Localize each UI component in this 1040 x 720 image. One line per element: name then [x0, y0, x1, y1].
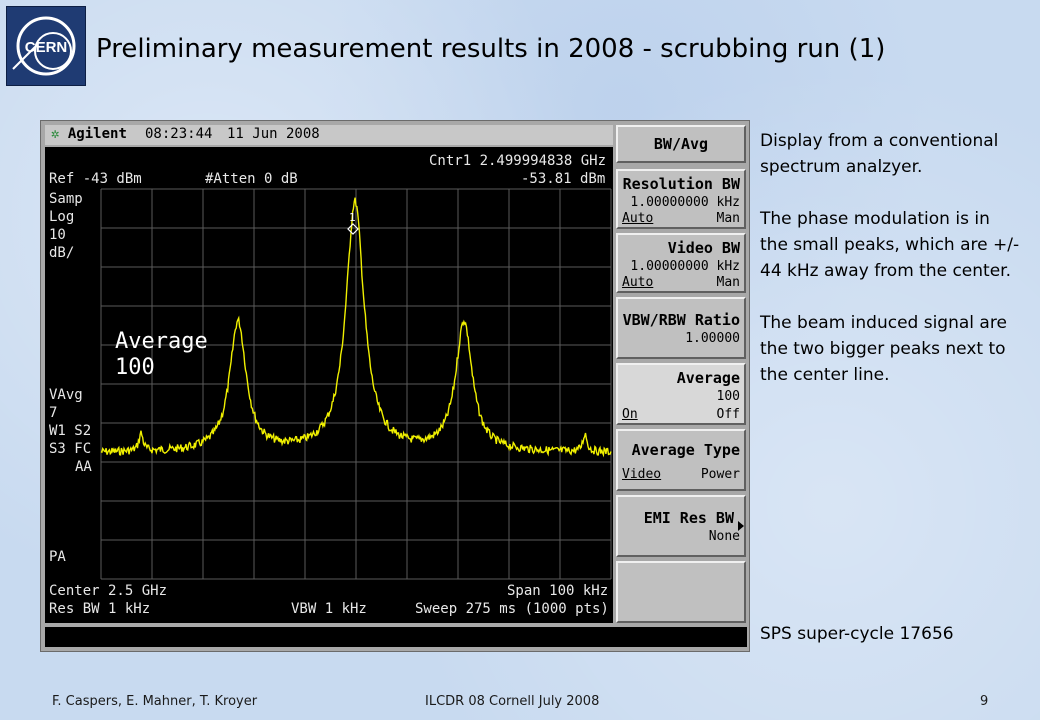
softkey-option-auto: Auto [622, 211, 654, 226]
softkey-average-type[interactable]: Average Type Video Power [616, 429, 746, 491]
softkey-value: 1.00000000 kHz [630, 195, 740, 210]
resolution-bandwidth: Res BW 1 kHz [49, 601, 151, 617]
side-notes: Display from a conventional spectrum ana… [760, 128, 1020, 414]
softkey-option-man: Man [716, 275, 740, 290]
frequency-span: Span 100 kHz [507, 583, 609, 599]
softkey-label: EMI Res BW [643, 509, 734, 527]
vavg-label: VAvg [49, 387, 83, 403]
spectrum-analyzer-display: ✲ Agilent 08:23:44 11 Jun 2008 1 Cntr1 2… [40, 120, 750, 652]
pa-label: PA [49, 549, 66, 565]
cern-logo: CERN [6, 6, 86, 86]
softkey-label: Average [676, 369, 740, 387]
footer-page-number: 9 [980, 694, 989, 709]
trace-s3-fc: S3 FC [49, 441, 92, 457]
softkey-video-bw[interactable]: Video BW 1.00000000 kHz Auto Man [616, 233, 746, 293]
softkey-label: VBW/RBW Ratio [622, 311, 740, 329]
analyzer-time: 08:23:44 [145, 126, 213, 142]
softkey-option-on: On [622, 407, 638, 422]
softkey-option-power: Power [700, 467, 740, 482]
softkey-vbw-rbw-ratio[interactable]: VBW/RBW Ratio 1.00000 [616, 297, 746, 359]
softkey-label: Video BW [667, 239, 740, 257]
super-cycle-note: SPS super-cycle 17656 [760, 624, 954, 644]
average-overlay-title: Average [115, 329, 208, 354]
note-display: Display from a conventional spectrum ana… [760, 131, 999, 177]
submenu-arrow-icon [738, 521, 744, 531]
trace-w1-s2: W1 S2 [49, 423, 92, 439]
marker-diamond-icon [347, 223, 359, 235]
analyzer-date: 11 Jun 2008 [227, 126, 320, 142]
footer-authors: F. Caspers, E. Mahner, T. Kroyer [52, 694, 258, 709]
average-overlay-value: 100 [115, 355, 155, 380]
brand: ✲ Agilent [51, 126, 127, 142]
softkey-emi-res-bw[interactable]: EMI Res BW None [616, 495, 746, 557]
trace-aa: AA [75, 459, 92, 475]
scale-type-label: Log [49, 209, 75, 225]
brand-name: Agilent [67, 126, 127, 142]
marker-frequency: Cntr1 2.499994838 GHz [429, 153, 607, 169]
softkey-option-auto: Auto [622, 275, 654, 290]
softkey-menu-title: BW/Avg [653, 135, 709, 153]
softkey-option-video: Video [622, 467, 662, 482]
softkey-label: Average Type [631, 441, 740, 459]
status-bar [45, 627, 747, 647]
vavg-count: 7 [49, 405, 58, 421]
scale-unit-label: dB/ [49, 245, 75, 261]
slide-title: Preliminary measurement results in 2008 … [96, 34, 886, 64]
marker-amplitude: -53.81 dBm [521, 171, 606, 187]
softkey-label: Resolution BW [622, 175, 740, 193]
marker-number: 1 [349, 211, 356, 224]
analyzer-top-bar: ✲ Agilent 08:23:44 11 Jun 2008 [45, 125, 613, 145]
softkey-value: 1.00000 [685, 331, 740, 346]
sweep-time: Sweep 275 ms (1000 pts) [415, 601, 609, 617]
logo-text: CERN [25, 39, 68, 56]
softkey-value: 100 [716, 389, 740, 404]
center-frequency: Center 2.5 GHz [49, 583, 168, 599]
analyzer-screen: 1 Cntr1 2.499994838 GHz -53.81 dBm Ref -… [45, 147, 613, 623]
softkey-average[interactable]: Average 100 On Off [616, 363, 746, 425]
spectrum-plot: 1 [100, 188, 612, 580]
agilent-star-icon: ✲ [51, 126, 60, 142]
video-bandwidth: VBW 1 kHz [291, 601, 367, 617]
softkey-blank[interactable] [616, 561, 746, 623]
footer-conference: ILCDR 08 Cornell July 2008 [425, 694, 600, 709]
softkey-resolution-bw[interactable]: Resolution BW 1.00000000 kHz Auto Man [616, 169, 746, 229]
softkey-option-off: Off [716, 407, 740, 422]
attenuation: #Atten 0 dB [205, 171, 298, 187]
softkey-option-man: Man [716, 211, 740, 226]
cern-logo-graphic: CERN [12, 16, 76, 76]
softkey-menu-bw-avg[interactable]: BW/Avg [616, 125, 746, 163]
note-beam-signal: The beam induced signal are the two bigg… [760, 313, 1007, 385]
softkey-value: 1.00000000 kHz [630, 259, 740, 274]
softkey-value: None [708, 529, 740, 544]
detector-label: Samp [49, 191, 83, 207]
reference-level: Ref -43 dBm [49, 171, 142, 187]
note-phase-modulation: The phase modulation is in the small pea… [760, 209, 1020, 281]
spectrum-trace [100, 197, 612, 458]
graticule [100, 188, 612, 580]
scale-value-label: 10 [49, 227, 66, 243]
